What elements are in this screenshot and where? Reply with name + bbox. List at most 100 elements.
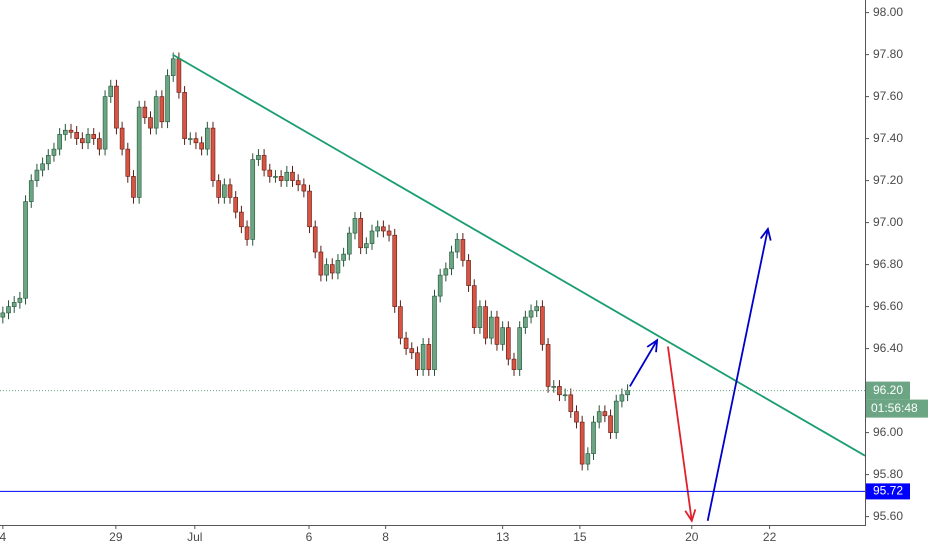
candle-body xyxy=(102,96,108,150)
last-price-label: 96.20 xyxy=(873,383,903,397)
x-tick-label: 15 xyxy=(573,530,587,544)
candle-body xyxy=(187,138,193,140)
candle-body xyxy=(301,184,307,192)
candle-body xyxy=(426,344,432,370)
candle-body xyxy=(114,85,119,129)
candle-body xyxy=(398,306,403,339)
candle-body xyxy=(466,260,471,286)
candle-body xyxy=(210,127,216,181)
candle-body xyxy=(131,176,136,198)
candle-body xyxy=(11,302,17,307)
candle-body xyxy=(57,134,62,150)
candle-body xyxy=(227,184,233,198)
arrow-head xyxy=(646,338,659,353)
candle-body xyxy=(295,180,301,186)
candle-body xyxy=(312,226,318,253)
candle-body xyxy=(91,134,97,139)
candle-body xyxy=(545,344,551,387)
candle-body xyxy=(608,415,613,433)
candle-body xyxy=(244,226,250,240)
x-tick-label: 8 xyxy=(382,530,389,544)
candle-body xyxy=(23,201,28,299)
y-tick-label: 97.20 xyxy=(873,173,903,187)
candle-body xyxy=(432,295,437,370)
candle-body xyxy=(346,232,352,255)
candle-body xyxy=(341,253,346,261)
candle-body xyxy=(290,171,295,181)
candle-body xyxy=(506,327,511,360)
candle-body xyxy=(443,268,449,276)
candle-body xyxy=(540,306,545,345)
level-box xyxy=(866,483,910,500)
candle-body xyxy=(45,155,51,165)
y-tick-label: 98.00 xyxy=(873,5,903,19)
candle-body xyxy=(108,85,114,97)
candle-body xyxy=(488,316,494,339)
candle-body xyxy=(460,239,466,261)
candle-body xyxy=(148,117,153,129)
candle-body xyxy=(364,243,369,249)
candle-body xyxy=(392,234,398,307)
candle-body xyxy=(199,142,204,150)
candle-body xyxy=(591,421,596,454)
candle-body xyxy=(63,129,68,135)
y-tick-label: 95.80 xyxy=(873,467,903,481)
y-tick-label: 96.40 xyxy=(873,341,903,355)
candle-body xyxy=(176,58,182,93)
candle-body xyxy=(142,106,148,118)
candle-body xyxy=(358,218,363,249)
candle-body xyxy=(386,230,392,236)
candle-body xyxy=(136,106,142,198)
candle-body xyxy=(579,421,585,465)
candle-body xyxy=(34,169,40,181)
candle-body xyxy=(585,453,591,465)
candle-body xyxy=(596,411,602,423)
x-tick-label: 6 xyxy=(306,530,313,544)
x-tick-label: 20 xyxy=(685,530,699,544)
x-tick-label: Jul xyxy=(187,530,202,544)
candle-body xyxy=(500,327,505,345)
candle-body xyxy=(409,348,415,354)
candle-body xyxy=(568,394,574,412)
candle-body xyxy=(68,129,74,133)
y-tick-label: 97.00 xyxy=(873,215,903,229)
candle-body xyxy=(613,400,619,433)
candle-body xyxy=(381,226,386,232)
candle-body xyxy=(85,134,91,144)
candle-body xyxy=(324,264,329,276)
candle-body xyxy=(375,226,380,232)
candle-body xyxy=(80,138,85,144)
candle-body xyxy=(153,96,159,129)
candle-body xyxy=(261,155,267,171)
candle-body xyxy=(625,390,630,396)
y-tick-label: 97.40 xyxy=(873,131,903,145)
y-tick-label: 95.60 xyxy=(873,509,903,523)
drawing-line xyxy=(172,53,866,457)
countdown-box xyxy=(866,399,928,418)
level-label: 95.72 xyxy=(873,484,903,498)
candle-body xyxy=(17,297,23,303)
countdown: 01:56:48 xyxy=(871,401,918,415)
plot-area xyxy=(0,52,866,523)
candle-body xyxy=(165,75,170,123)
y-tick-label: 97.60 xyxy=(873,89,903,103)
candle-body xyxy=(193,138,199,144)
candle-body xyxy=(318,251,324,276)
candle-body xyxy=(273,176,278,178)
candle-body xyxy=(619,394,625,402)
candle-body xyxy=(471,285,477,328)
candle-body xyxy=(528,310,534,318)
x-tick-label: 22 xyxy=(763,530,777,544)
candle-body xyxy=(159,96,165,123)
candle-body xyxy=(233,197,239,213)
candle-body xyxy=(28,180,34,202)
candle-body xyxy=(307,190,312,228)
drawing-line xyxy=(706,228,769,521)
candle-body xyxy=(369,230,375,244)
x-tick-label: 13 xyxy=(496,530,510,544)
y-tick-label: 96.60 xyxy=(873,299,903,313)
candle-body xyxy=(352,218,358,234)
candle-body xyxy=(551,386,557,388)
